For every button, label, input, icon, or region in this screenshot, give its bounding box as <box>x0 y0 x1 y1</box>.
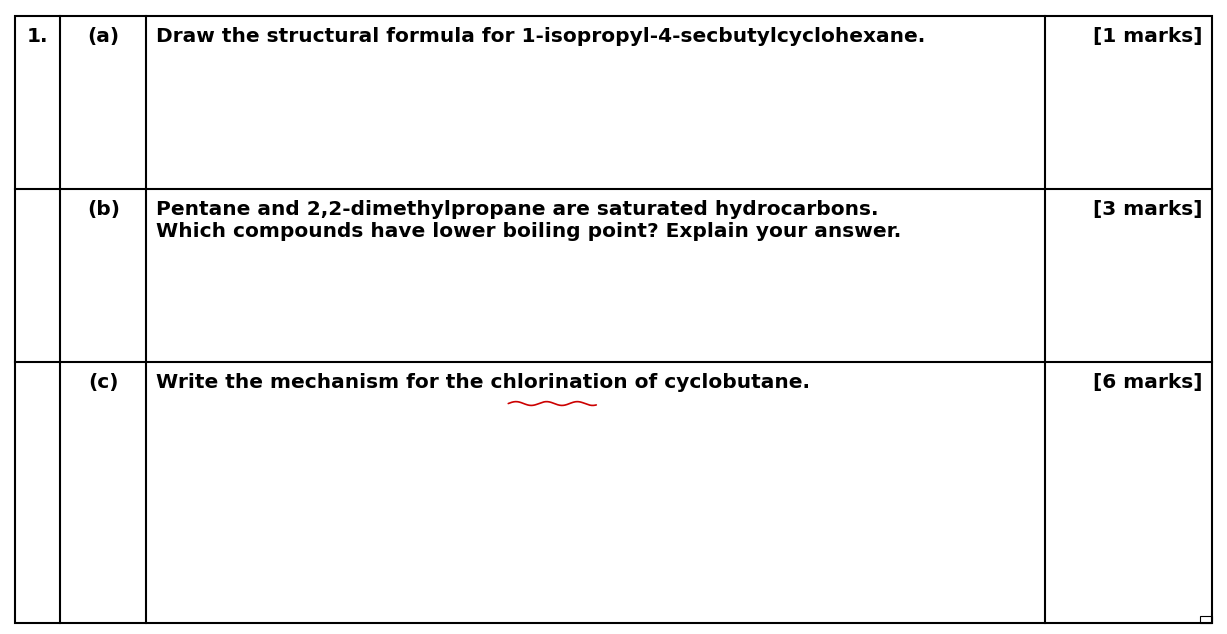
Text: (b): (b) <box>87 200 120 219</box>
Text: Write the mechanism for the chlorination of cyclobutane.: Write the mechanism for the chlorination… <box>156 373 810 392</box>
Text: (c): (c) <box>88 373 119 392</box>
Text: Pentane and 2,2-dimethylpropane are saturated hydrocarbons.
Which compounds have: Pentane and 2,2-dimethylpropane are satu… <box>156 200 902 241</box>
Text: [1 marks]: [1 marks] <box>1093 27 1202 46</box>
Text: [3 marks]: [3 marks] <box>1093 200 1202 219</box>
Text: [6 marks]: [6 marks] <box>1093 373 1202 392</box>
Text: (a): (a) <box>87 27 119 46</box>
Text: 1.: 1. <box>27 27 48 46</box>
Text: Draw the structural formula for 1-isopropyl-4-secbutylcyclohexane.: Draw the structural formula for 1-isopro… <box>156 27 925 46</box>
Bar <box>1200 616 1212 623</box>
